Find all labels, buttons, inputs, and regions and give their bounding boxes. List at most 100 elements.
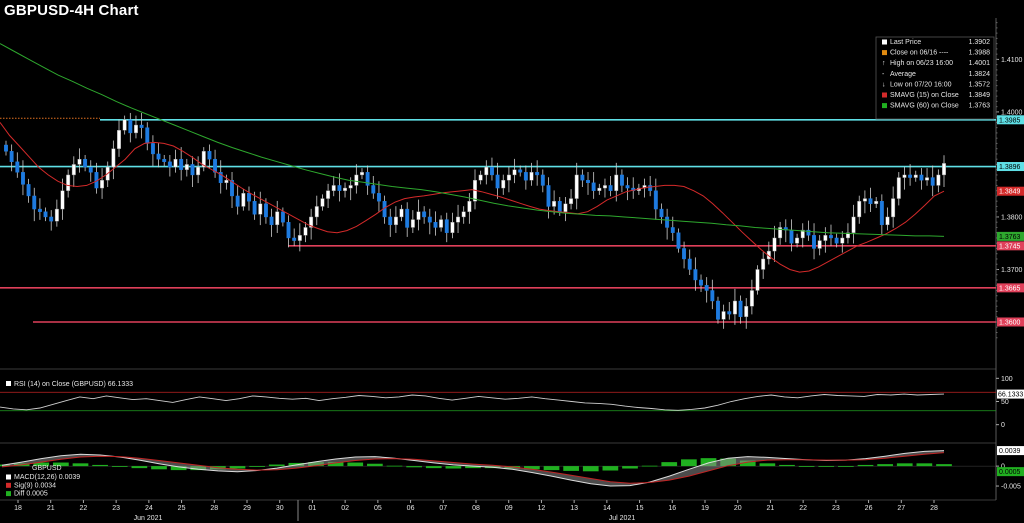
candle-body xyxy=(490,166,494,176)
macd-diff-bar xyxy=(445,466,462,469)
candle-body xyxy=(252,200,257,215)
candle-body xyxy=(450,222,455,233)
candle-body xyxy=(224,179,229,184)
candle-body xyxy=(422,211,427,218)
candle-body xyxy=(608,185,613,191)
rsi-y-tick-label: 100 xyxy=(1001,376,1013,383)
candle-body xyxy=(891,198,896,218)
macd-legend-label: Diff 0.0005 xyxy=(14,491,48,498)
sma-value-tag xyxy=(997,186,1024,196)
sma-value-tag-label: 1.3763 xyxy=(999,234,1021,241)
candle-body xyxy=(4,144,8,152)
candle-body xyxy=(569,198,574,205)
macd-diff-bar xyxy=(798,466,815,467)
x-tick-label: 15 xyxy=(636,505,644,512)
macd-diff-bar xyxy=(367,463,383,467)
candle-body xyxy=(263,203,268,218)
candle-body xyxy=(625,185,630,189)
macd-diff-bar xyxy=(681,459,697,467)
candle-body xyxy=(37,208,42,212)
candle-body xyxy=(235,195,240,207)
candle-body xyxy=(885,216,890,226)
candle-body xyxy=(439,219,444,228)
candle-body xyxy=(77,158,82,165)
candle-body xyxy=(619,174,624,186)
x-tick-label: 18 xyxy=(14,505,22,512)
candle-body xyxy=(150,143,155,155)
candle-body xyxy=(913,174,918,178)
x-tick-label: 29 xyxy=(243,505,251,512)
legend-label: SMAVG (60) on Close xyxy=(890,103,959,110)
candle-body xyxy=(303,227,308,236)
x-tick-label: 28 xyxy=(210,505,218,512)
macd-diff-bar xyxy=(151,466,167,470)
candle-body xyxy=(331,185,336,191)
candle-body xyxy=(405,208,410,228)
price-y-tick-label: 1.3700 xyxy=(1001,267,1023,274)
month-label: Jul 2021 xyxy=(609,515,636,522)
candle-body xyxy=(574,174,579,199)
sma60-line xyxy=(0,43,945,237)
candle-body xyxy=(410,219,415,228)
x-tick-label: 26 xyxy=(865,505,873,512)
candle-body xyxy=(721,311,726,320)
candle-body xyxy=(557,200,562,212)
candle-body xyxy=(54,208,59,222)
x-tick-label: 22 xyxy=(80,505,88,512)
candle-body xyxy=(478,174,483,181)
legend-value: 1.3763 xyxy=(969,103,991,110)
candle-body xyxy=(755,269,760,291)
candle-body xyxy=(444,219,449,233)
macd-diff-bar xyxy=(563,466,579,471)
x-tick-label: 21 xyxy=(47,505,55,512)
candle-body xyxy=(343,187,347,191)
candle-body xyxy=(795,237,800,244)
candle-body xyxy=(83,158,88,168)
candle-body xyxy=(416,211,421,220)
macd-line xyxy=(1,450,945,487)
macd-diff-bar xyxy=(406,466,422,468)
macd-diff-bar xyxy=(229,466,246,469)
x-tick-label: 28 xyxy=(930,505,938,512)
legend-value: 1.3849 xyxy=(969,92,991,99)
level-tag xyxy=(997,115,1024,125)
x-tick-label: 12 xyxy=(538,505,546,512)
candle-body xyxy=(393,216,398,226)
candle-body xyxy=(348,185,353,189)
candle-body xyxy=(682,248,687,260)
candle-body xyxy=(162,158,167,163)
candle-body xyxy=(501,179,506,189)
rsi-line xyxy=(0,393,945,411)
candle-body xyxy=(529,172,534,181)
candle-body xyxy=(659,208,664,218)
candle-body xyxy=(376,193,381,202)
x-tick-label: 07 xyxy=(439,505,447,512)
candle-body xyxy=(100,179,105,189)
green-square-icon xyxy=(882,103,887,109)
rsi-legend-label: RSI (14) on Close (GBPUSD) 66.1333 xyxy=(14,381,133,388)
x-tick-label: 23 xyxy=(832,505,840,512)
price-y-tick-label: 1.4100 xyxy=(1001,57,1023,64)
candle-body xyxy=(840,237,845,244)
candle-body xyxy=(896,177,901,199)
candle-body xyxy=(49,216,54,222)
x-tick-label: 13 xyxy=(570,505,578,512)
macd-diff-bar xyxy=(582,466,599,472)
candle-body xyxy=(535,172,540,176)
x-tick-label: 16 xyxy=(668,505,676,512)
candle-body xyxy=(693,269,698,281)
candle-body xyxy=(269,216,274,226)
candle-body xyxy=(320,198,325,207)
candle-body xyxy=(495,174,500,189)
candle-body xyxy=(789,229,794,244)
candle-body xyxy=(603,185,607,189)
sma-value-tag-label: 1.3849 xyxy=(999,189,1021,196)
macd-diff-bar xyxy=(53,462,69,467)
macd-diff-bar xyxy=(131,466,148,469)
candle-body xyxy=(812,235,816,249)
candle-body xyxy=(280,211,285,223)
candle-body xyxy=(523,172,528,181)
candle-body xyxy=(139,124,144,128)
legend-value: 1.3988 xyxy=(969,50,991,57)
candle-body xyxy=(778,227,783,239)
